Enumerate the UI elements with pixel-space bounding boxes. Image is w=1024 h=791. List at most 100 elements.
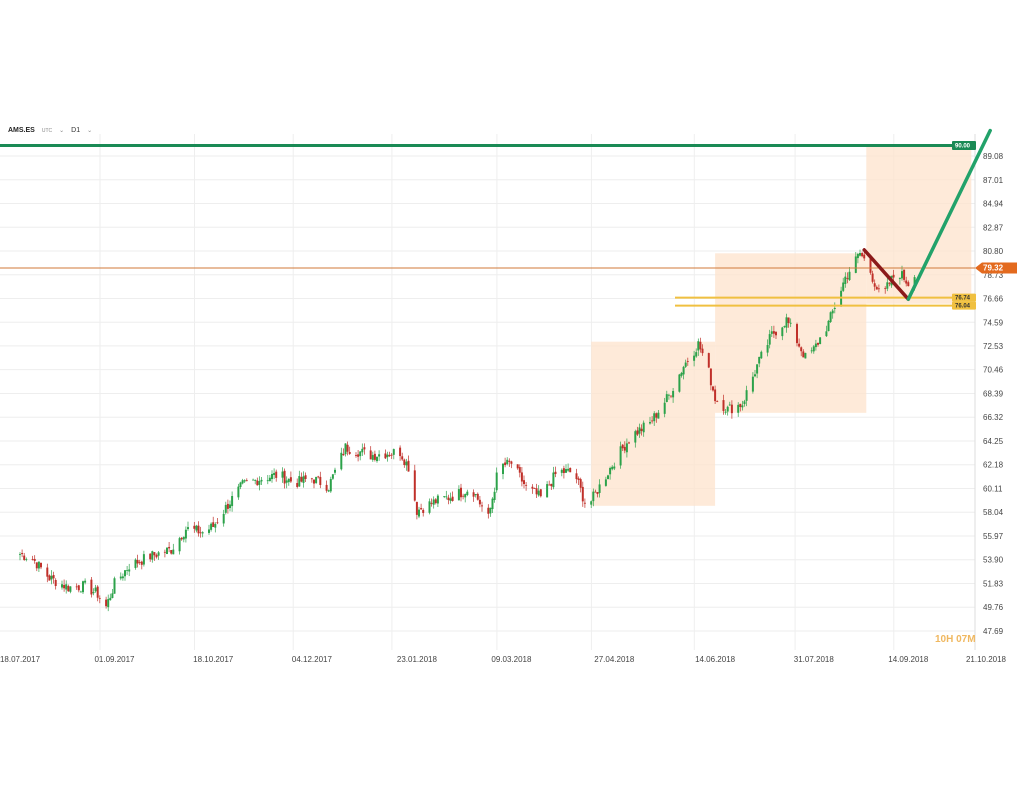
candle bbox=[670, 395, 672, 397]
candle bbox=[546, 484, 549, 498]
candle bbox=[481, 505, 483, 507]
candle bbox=[342, 453, 345, 456]
x-tick-label: 23.01.2018 bbox=[397, 655, 438, 664]
candle bbox=[229, 504, 231, 509]
target-price-badge-text: 90.00 bbox=[955, 143, 971, 149]
candle bbox=[695, 352, 698, 357]
candle bbox=[340, 452, 343, 470]
x-axis: 18.07.2017 01.09.2017 18.10.2017 04.12.2017… bbox=[0, 655, 1007, 664]
candle bbox=[728, 404, 731, 406]
candle bbox=[579, 479, 582, 488]
candle bbox=[854, 256, 857, 273]
candle bbox=[300, 477, 303, 482]
candle bbox=[802, 351, 805, 358]
candle bbox=[243, 480, 246, 482]
candle bbox=[697, 341, 700, 351]
candle bbox=[180, 537, 183, 540]
candle bbox=[166, 547, 168, 554]
candle bbox=[594, 491, 597, 493]
candle bbox=[214, 524, 217, 528]
candle bbox=[376, 456, 378, 462]
candle bbox=[107, 599, 110, 608]
y-tick-label: 62.18 bbox=[983, 461, 1004, 470]
candle bbox=[390, 454, 393, 456]
candle bbox=[298, 476, 301, 487]
price-badges: 90.00 76.74 76.04 79.32 bbox=[952, 140, 1017, 310]
candle bbox=[119, 576, 122, 579]
candle bbox=[520, 472, 523, 482]
candle bbox=[657, 412, 660, 419]
candle bbox=[92, 592, 95, 594]
candle bbox=[359, 451, 362, 457]
candle bbox=[712, 386, 714, 391]
candle bbox=[25, 559, 28, 561]
candle bbox=[142, 554, 145, 565]
candle bbox=[716, 401, 719, 402]
candle bbox=[476, 493, 479, 500]
candle bbox=[149, 553, 152, 560]
candle bbox=[804, 352, 807, 359]
chevron-down-icon[interactable]: ⌄ bbox=[87, 128, 93, 134]
candle bbox=[785, 317, 788, 328]
x-tick-label: 09.03.2018 bbox=[491, 655, 532, 664]
candle bbox=[79, 591, 82, 593]
y-tick-label: 80.80 bbox=[983, 247, 1004, 256]
candle bbox=[724, 411, 727, 413]
candle bbox=[170, 550, 173, 554]
candle bbox=[98, 597, 101, 599]
candle bbox=[462, 495, 465, 497]
candle bbox=[487, 507, 490, 514]
y-tick-label: 49.76 bbox=[983, 603, 1004, 612]
candle bbox=[449, 498, 452, 501]
y-tick-label: 64.25 bbox=[983, 437, 1004, 446]
candle bbox=[663, 402, 666, 414]
candle bbox=[680, 372, 683, 376]
shaded-zone bbox=[591, 341, 716, 506]
candle bbox=[907, 282, 910, 287]
chevron-down-icon[interactable]: ⌄ bbox=[59, 128, 65, 134]
candle bbox=[65, 584, 68, 590]
candle bbox=[810, 350, 813, 352]
symbol-selector[interactable]: AMS.ES bbox=[8, 127, 35, 134]
candle-countdown: 10H 07M bbox=[935, 634, 976, 645]
candle bbox=[781, 327, 784, 337]
timeframe-selector[interactable]: D1 bbox=[71, 127, 81, 134]
candle bbox=[628, 442, 630, 444]
candle bbox=[399, 447, 402, 457]
candle bbox=[506, 459, 509, 465]
candle bbox=[642, 422, 645, 433]
candle bbox=[405, 461, 408, 466]
candle bbox=[199, 532, 202, 534]
y-tick-label: 70.46 bbox=[983, 366, 1004, 375]
y-tick-label: 53.90 bbox=[983, 556, 1004, 565]
x-tick-label: 04.12.2017 bbox=[292, 655, 333, 664]
candle bbox=[90, 579, 93, 595]
candle bbox=[302, 476, 305, 483]
candle bbox=[325, 484, 328, 491]
timezone-label[interactable]: UTC bbox=[41, 127, 53, 134]
candle bbox=[502, 463, 504, 475]
candle bbox=[798, 343, 801, 347]
candle bbox=[151, 551, 154, 560]
y-tick-label: 74.59 bbox=[983, 318, 1004, 327]
candle bbox=[709, 368, 712, 386]
candle bbox=[581, 486, 584, 502]
candle bbox=[69, 586, 72, 592]
candle bbox=[766, 345, 769, 353]
candle bbox=[775, 332, 777, 336]
candle bbox=[348, 451, 351, 454]
candle bbox=[258, 481, 261, 485]
candle bbox=[140, 561, 143, 565]
candle bbox=[783, 326, 786, 328]
candle bbox=[611, 466, 614, 470]
candle bbox=[575, 473, 578, 480]
candle bbox=[369, 450, 372, 460]
candle bbox=[737, 404, 740, 413]
candle bbox=[856, 253, 859, 259]
y-axis: 89.08 87.01 84.94 82.87 80.80 78.73 76.66 74.59… bbox=[983, 152, 1004, 636]
candle bbox=[273, 472, 276, 476]
candle bbox=[701, 348, 704, 354]
candle bbox=[621, 444, 624, 449]
candle bbox=[239, 482, 242, 488]
